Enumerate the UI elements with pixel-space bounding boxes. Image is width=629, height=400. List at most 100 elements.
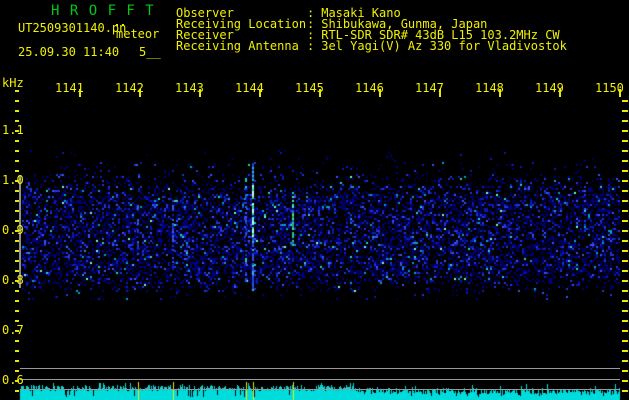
x-tick-mark <box>619 89 621 97</box>
x-tick-mark <box>79 89 81 97</box>
right-edge-tick <box>622 360 628 362</box>
level-strip-separator-line <box>20 379 620 380</box>
y-tick-label: 0.6 <box>2 373 24 387</box>
station-label: meteor <box>116 27 160 41</box>
datetime-label: 25.09.30 11:40 <box>18 45 120 59</box>
right-edge-tick <box>622 140 628 142</box>
x-tick-mark <box>379 89 381 97</box>
y-minor-tick <box>15 130 19 132</box>
y-minor-tick <box>15 290 19 292</box>
x-tick-mark <box>139 89 141 97</box>
y-tick-label: 0.8 <box>2 273 24 287</box>
y-minor-tick <box>15 370 19 372</box>
right-edge-tick <box>622 190 628 192</box>
y-tick-label: 1.1 <box>2 123 24 137</box>
right-edge-tick <box>622 370 628 372</box>
x-tick-label: 1143 <box>175 81 204 95</box>
y-minor-tick <box>15 280 19 282</box>
right-edge-tick <box>622 150 628 152</box>
right-edge-tick <box>622 130 628 132</box>
y-minor-tick <box>15 170 19 172</box>
right-edge-tick <box>622 380 628 382</box>
right-edge-tick <box>622 100 628 102</box>
y-minor-tick <box>15 140 19 142</box>
right-edge-tick <box>622 240 628 242</box>
y-minor-tick <box>15 90 19 92</box>
y-minor-tick <box>15 330 19 332</box>
info-row-location: Receiving Location: Shibukawa, Gunma, Jap… <box>176 18 487 30</box>
y-minor-tick <box>15 150 19 152</box>
x-tick-label: 1148 <box>475 81 504 95</box>
right-edge-tick <box>622 340 628 342</box>
y-tick-label: 0.9 <box>2 223 24 237</box>
info-row-observer: Observer: Masaki Kano <box>176 7 401 19</box>
x-tick-label: 1146 <box>355 81 384 95</box>
right-edge-tick <box>622 310 628 312</box>
right-edge-tick <box>622 220 628 222</box>
y-minor-tick <box>15 310 19 312</box>
x-tick-mark <box>199 89 201 97</box>
x-tick-mark <box>499 89 501 97</box>
info-label: Receiving Location <box>176 17 307 31</box>
info-value: Shibukawa, Gunma, Japan <box>321 17 488 31</box>
y-minor-tick <box>15 160 19 162</box>
y-minor-tick <box>15 220 19 222</box>
x-tick-mark <box>439 89 441 97</box>
colon: : <box>307 6 315 20</box>
y-minor-tick <box>15 270 19 272</box>
y-minor-tick <box>15 320 19 322</box>
y-minor-tick <box>15 200 19 202</box>
info-row-antenna: Receiving Antenna:3el Yagi(V) Az 330 for… <box>176 40 567 52</box>
right-edge-tick <box>622 280 628 282</box>
info-value: 3el Yagi(V) Az 330 for Vladivostok <box>321 39 567 53</box>
x-tick-label: 1141 <box>55 81 84 95</box>
output-filename: UT2509301140.pn <box>18 21 127 35</box>
right-edge-tick <box>622 290 628 292</box>
y-minor-tick <box>15 250 19 252</box>
y-tick-label: 1.0 <box>2 173 24 187</box>
right-edge-tick <box>622 160 628 162</box>
y-minor-tick <box>15 180 19 182</box>
right-edge-tick <box>622 260 628 262</box>
y-minor-tick <box>15 380 19 382</box>
level-strip-separator-line <box>20 368 620 369</box>
right-edge-tick <box>622 200 628 202</box>
y-tick-label: 0.7 <box>2 323 24 337</box>
right-edge-tick <box>622 320 628 322</box>
info-row-receiver: Receiver: RTL-SDR SDR# 43dB L15 103.2MHz … <box>176 29 560 41</box>
info-value: Masaki Kano <box>321 6 401 20</box>
y-minor-tick <box>15 340 19 342</box>
y-minor-tick <box>15 120 19 122</box>
right-edge-tick <box>622 300 628 302</box>
y-minor-tick <box>15 350 19 352</box>
echo-count: 5__ <box>139 45 161 59</box>
y-minor-tick <box>15 210 19 212</box>
band-left-edge-line <box>19 176 21 288</box>
right-edge-tick <box>622 210 628 212</box>
glyph-artifact-dots <box>116 24 118 26</box>
right-edge-tick <box>622 330 628 332</box>
y-minor-tick <box>15 240 19 242</box>
x-tick-mark <box>319 89 321 97</box>
x-tick-mark <box>259 89 261 97</box>
x-tick-label: 1149 <box>535 81 564 95</box>
right-edge-tick <box>622 110 628 112</box>
info-label: Receiving Antenna <box>176 39 299 53</box>
right-edge-tick <box>622 270 628 272</box>
y-minor-tick <box>15 390 19 392</box>
right-edge-tick <box>622 350 628 352</box>
y-axis-unit-label: kHz <box>2 76 24 90</box>
info-label: Receiver <box>176 28 234 42</box>
app-title: H R O F F T <box>51 3 155 19</box>
x-tick-label: 1142 <box>115 81 144 95</box>
x-tick-mark <box>559 89 561 97</box>
info-value: RTL-SDR SDR# 43dB L15 103.2MHz CW <box>321 28 560 42</box>
y-minor-tick <box>15 260 19 262</box>
info-label: Observer <box>176 6 234 20</box>
colon: : <box>307 39 315 53</box>
right-edge-tick <box>622 250 628 252</box>
right-edge-tick <box>622 390 628 392</box>
x-tick-label: 1144 <box>235 81 264 95</box>
